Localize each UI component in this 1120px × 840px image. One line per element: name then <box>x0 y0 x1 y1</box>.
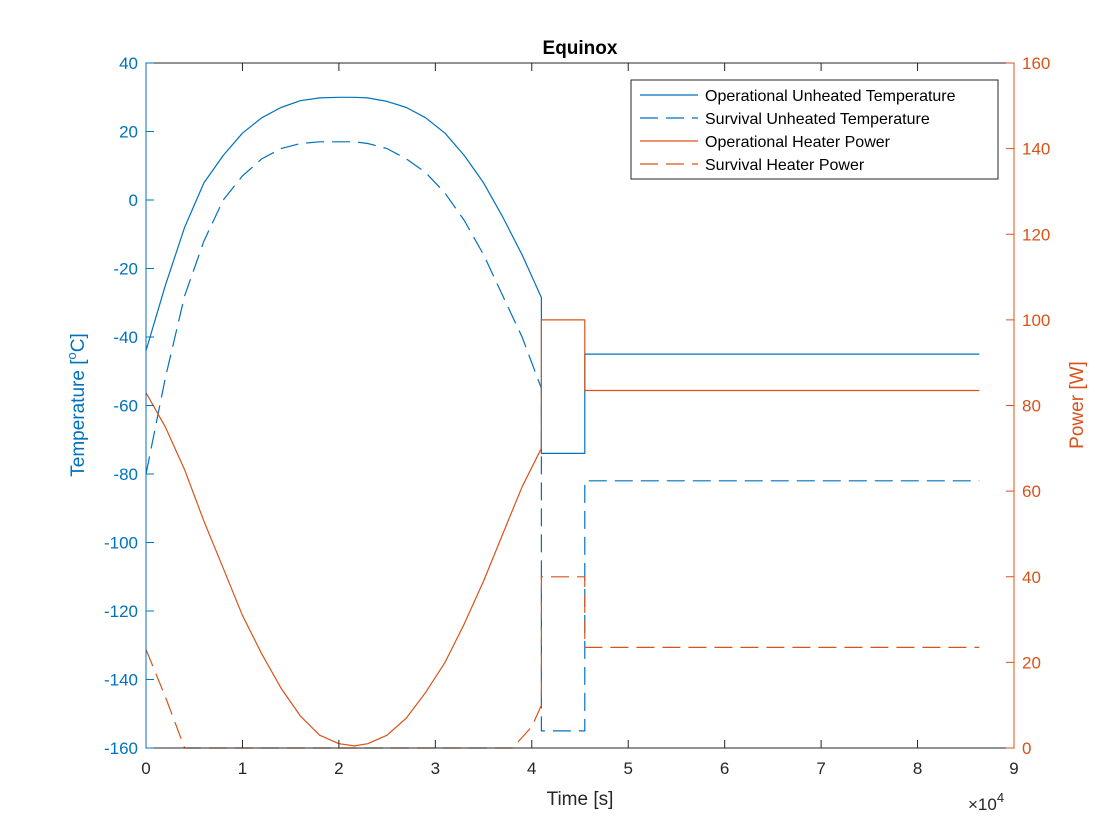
y-left-tick-label: -120 <box>104 602 138 621</box>
y-left-tick-label: -160 <box>104 739 138 758</box>
series-line-1 <box>145 96 980 454</box>
y-right-tick-label: 0 <box>1022 739 1031 758</box>
y-axis-left-label-sup: o <box>64 352 79 359</box>
x-tick-label: 7 <box>816 759 825 778</box>
chart-title: Equinox <box>543 38 618 59</box>
y-axis-left-label-base: Temperature [ <box>68 359 89 477</box>
x-tick-label: 4 <box>527 759 536 778</box>
x-axis-label: Time [s] <box>547 789 614 810</box>
y-right-tick-label: 140 <box>1022 140 1050 159</box>
y-right-tick-label: 40 <box>1022 568 1041 587</box>
x-tick-label: 8 <box>913 759 922 778</box>
series-layer <box>145 96 980 749</box>
y-left-tick-label: -140 <box>104 671 138 690</box>
series-line-2 <box>145 141 980 732</box>
y-axis-right: 160 140 120 100 80 60 40 20 0 <box>1006 54 1050 758</box>
y-left-tick-label: -100 <box>104 534 138 553</box>
y-axis-left-label-end: C] <box>68 333 89 352</box>
series-line-4 <box>145 576 980 749</box>
x-tick-label: 1 <box>238 759 247 778</box>
legend-label-1: Operational Unheated Temperature <box>705 88 956 105</box>
x-axis: 0 1 2 3 4 5 6 7 8 9 <box>141 63 1019 778</box>
x-tick-label: 2 <box>334 759 343 778</box>
legend-box <box>630 79 999 180</box>
legend-label-4: Survival Heater Power <box>705 157 865 174</box>
x-tick-label: 3 <box>431 759 440 778</box>
y-right-tick-label: 20 <box>1022 653 1041 672</box>
x-axis-exponent: ×104 <box>968 790 1004 814</box>
x-axis-exponent-power: 4 <box>997 790 1004 805</box>
series-line-3 <box>145 319 980 747</box>
y-left-tick-label: -60 <box>113 397 138 416</box>
y-left-tick-label: 40 <box>119 54 138 73</box>
legend-label-3: Operational Heater Power <box>705 134 891 151</box>
y-left-tick-label: -20 <box>113 260 138 279</box>
x-tick-label: 0 <box>141 759 150 778</box>
y-axis-left-label: Temperature [oC] <box>64 333 89 476</box>
y-right-tick-label: 80 <box>1022 397 1041 416</box>
y-left-tick-label: 0 <box>129 191 138 210</box>
y-left-tick-label: -80 <box>113 465 138 484</box>
y-right-tick-label: 160 <box>1022 54 1050 73</box>
y-right-tick-label: 60 <box>1022 482 1041 501</box>
y-left-tick-label: 20 <box>119 123 138 142</box>
x-tick-label: 5 <box>623 759 632 778</box>
legend: Operational Unheated Temperature Survival… <box>630 79 999 180</box>
y-axis-right-label: Power [W] <box>1067 361 1088 449</box>
y-right-tick-label: 100 <box>1022 311 1050 330</box>
y-left-tick-label: -40 <box>113 328 138 347</box>
legend-label-2: Survival Unheated Temperature <box>705 111 930 128</box>
y-right-tick-label: 120 <box>1022 225 1050 244</box>
x-tick-label: 6 <box>720 759 729 778</box>
x-tick-label: 9 <box>1009 759 1018 778</box>
y-axis-left: 40 20 0 -20 -40 -60 -80 -100 -120 -140 -160 <box>104 54 154 758</box>
x-axis-exponent-base: ×10 <box>968 795 997 814</box>
